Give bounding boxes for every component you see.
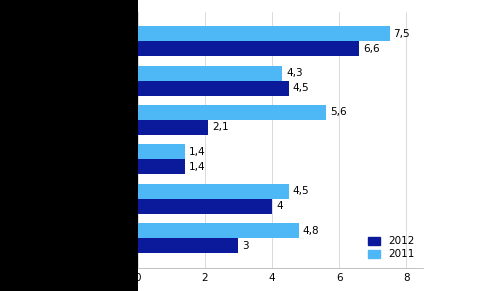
Bar [138,238,239,253]
Text: 5,6: 5,6 [330,107,346,118]
Text: 1,4: 1,4 [189,162,206,172]
Legend: 2012, 2011: 2012, 2011 [365,233,418,262]
Text: 4,5: 4,5 [293,186,309,196]
Bar [138,65,282,81]
Bar [138,81,289,95]
Bar [138,26,390,41]
Bar [138,120,208,135]
Text: 7,5: 7,5 [394,29,410,39]
Bar [138,144,185,159]
Bar [138,41,359,56]
Bar [138,184,289,199]
Bar [138,223,299,238]
Bar [138,159,185,174]
Text: 1,4: 1,4 [189,147,206,157]
Bar [138,199,272,214]
Bar [138,105,326,120]
Text: 4,5: 4,5 [293,83,309,93]
Text: 6,6: 6,6 [364,44,380,54]
Text: 4,8: 4,8 [303,226,320,236]
Text: 4: 4 [276,201,283,211]
Text: 2,1: 2,1 [212,123,229,132]
Text: 4,3: 4,3 [286,68,303,78]
Text: 3: 3 [243,241,249,251]
